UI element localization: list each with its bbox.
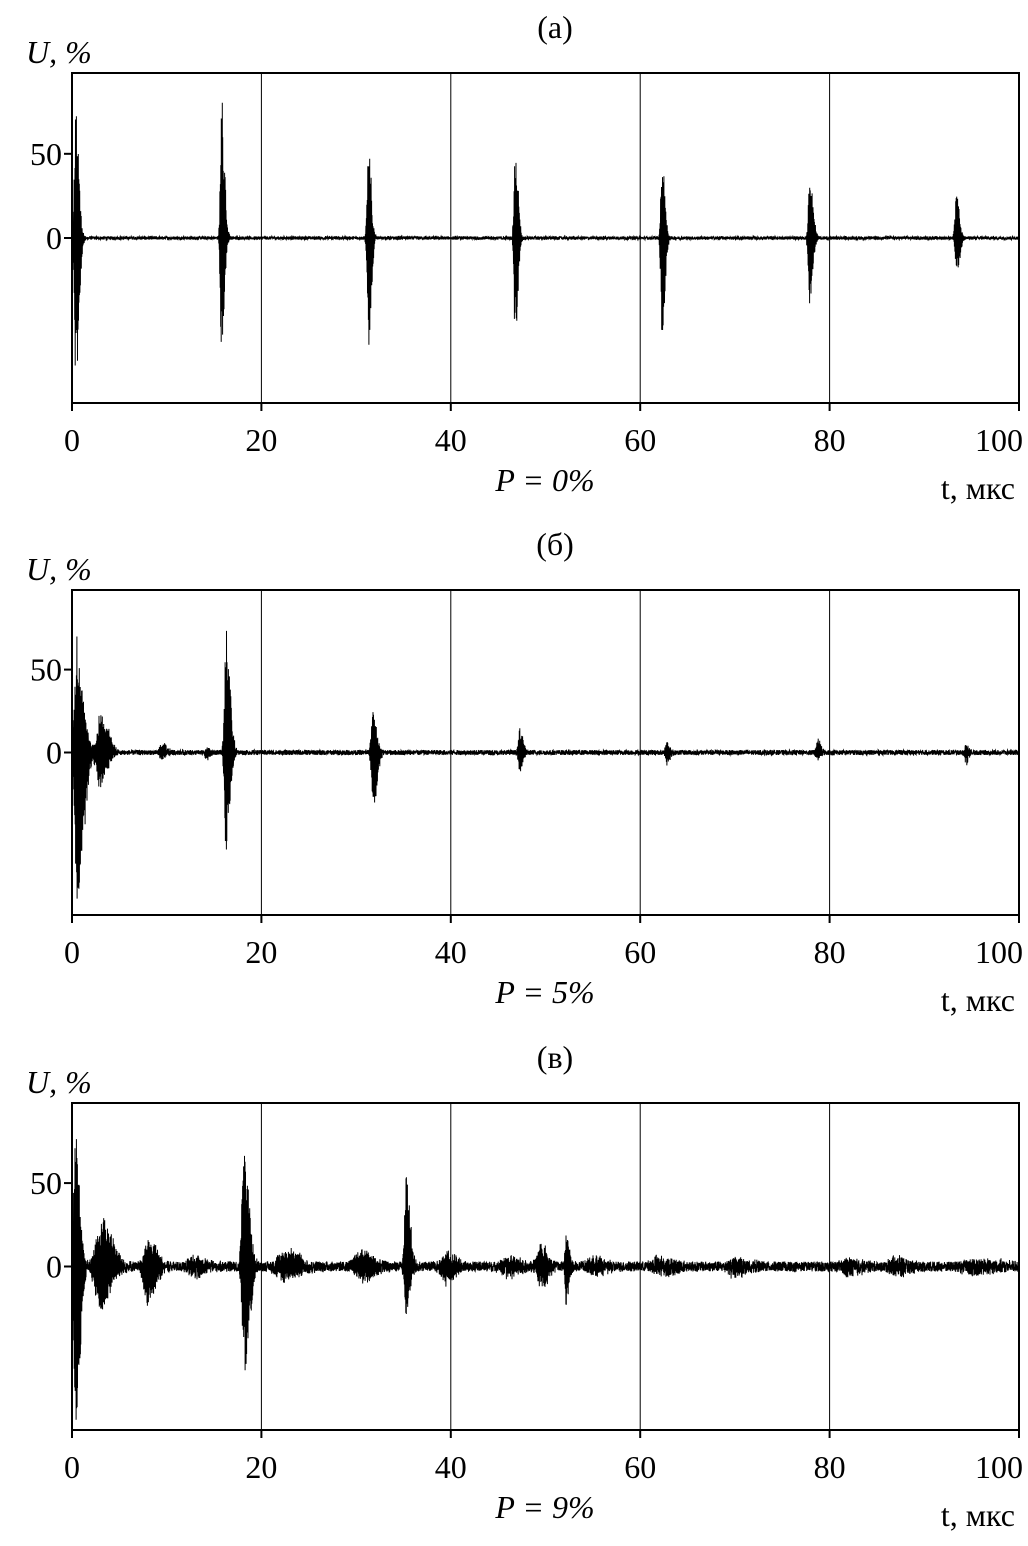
x-tick-label: 40	[435, 934, 467, 970]
y-axis-label: U, %	[26, 1064, 92, 1100]
y-tick-label: 0	[46, 735, 62, 771]
x-tick-label: 0	[64, 1449, 80, 1485]
panel-title: (в)	[537, 1039, 573, 1075]
x-tick-label: 20	[245, 1449, 277, 1485]
x-tick-label: 40	[435, 422, 467, 458]
x-axis-label: t, мкс	[941, 470, 1015, 506]
panel-annotation: P = 0%	[494, 462, 594, 498]
x-tick-label: 80	[814, 1449, 846, 1485]
y-tick-label: 50	[30, 1165, 62, 1201]
x-tick-label: 80	[814, 422, 846, 458]
y-axis-label: U, %	[26, 34, 92, 70]
panel-annotation: P = 5%	[494, 974, 594, 1010]
y-tick-label: 50	[30, 652, 62, 688]
y-tick-label: 50	[30, 136, 62, 172]
x-tick-label: 100	[975, 422, 1023, 458]
x-axis-label: t, мкс	[941, 1497, 1015, 1533]
signal-line	[71, 1139, 1020, 1420]
panel-2: (в) U, % 0 20 40 60 80 100 0 50 P = 9% t, мкс	[26, 1039, 1023, 1533]
y-tick-label: 0	[46, 1249, 62, 1285]
signal-line	[71, 102, 1020, 366]
x-tick-label: 20	[245, 934, 277, 970]
x-tick-label: 80	[814, 934, 846, 970]
panel-1: (б) U, % 0 20 40 60 80 100 0 50 P = 5% t, мкс	[26, 526, 1023, 1018]
panel-annotation: P = 9%	[494, 1489, 594, 1525]
panel-0: (а) U, % 0 20 40 60 80 100 0 50 P = 0% t, мкс	[26, 9, 1023, 506]
x-axis-label: t, мкс	[941, 982, 1015, 1018]
panel-title: (б)	[536, 526, 574, 562]
x-tick-label: 20	[245, 422, 277, 458]
y-axis-label: U, %	[26, 551, 92, 587]
x-tick-label: 40	[435, 1449, 467, 1485]
x-tick-label: 0	[64, 422, 80, 458]
x-tick-label: 60	[624, 934, 656, 970]
x-tick-label: 0	[64, 934, 80, 970]
y-tick-label: 0	[46, 220, 62, 256]
x-tick-label: 100	[975, 1449, 1023, 1485]
x-tick-label: 60	[624, 422, 656, 458]
x-tick-label: 60	[624, 1449, 656, 1485]
x-tick-label: 100	[975, 934, 1023, 970]
panel-title: (а)	[537, 9, 573, 45]
signal-line	[71, 630, 1020, 899]
